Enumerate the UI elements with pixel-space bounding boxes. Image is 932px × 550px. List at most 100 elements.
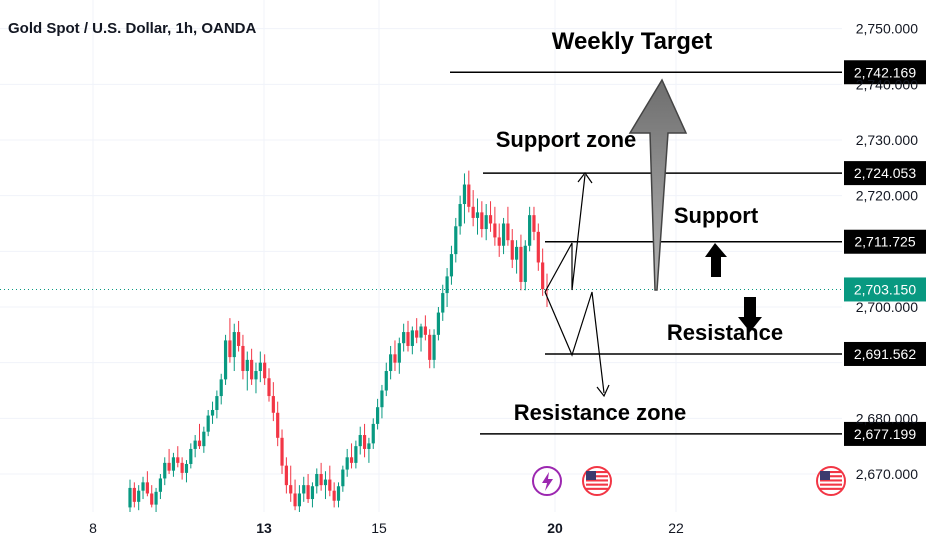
price-label-text: 2,742.169 (854, 64, 916, 80)
candle-body (293, 493, 297, 507)
candle-body (215, 396, 219, 410)
x-tick-label: 15 (371, 520, 387, 536)
candle-body (428, 334, 432, 360)
candle-body (419, 326, 423, 338)
candle-body (484, 215, 488, 230)
candle-body (493, 223, 497, 238)
candle-body (510, 240, 514, 260)
candle-body (519, 246, 523, 282)
candle-body (228, 340, 232, 358)
weekly-target-arrow-icon (628, 78, 688, 291)
candle-body (245, 359, 249, 372)
candle-body (267, 378, 271, 397)
candle-body (471, 206, 475, 218)
bullish-path-arrowhead (577, 171, 593, 184)
candle-body (523, 245, 527, 282)
candle-body (219, 379, 223, 397)
price-label-text: 2,691.562 (854, 346, 916, 362)
candle-body (154, 491, 158, 505)
event-icons (532, 466, 846, 496)
candle-body (367, 443, 371, 449)
price-label-text: 2,711.725 (854, 234, 915, 250)
flag-stripe (820, 471, 842, 474)
y-tick-label: 2,670.000 (856, 466, 918, 482)
candle-body (441, 293, 445, 313)
flag-canton (586, 471, 596, 480)
lightning-event-icon[interactable] (532, 466, 562, 496)
resistance-down-arrow-icon (738, 297, 762, 332)
candle-body (210, 409, 215, 416)
candle-body (241, 345, 245, 372)
candle-body (432, 334, 436, 360)
candle-body (145, 482, 149, 494)
candle-body (514, 246, 519, 260)
candle-body (410, 330, 414, 346)
y-tick-label: 2,720.000 (856, 188, 918, 204)
candle-body (449, 254, 454, 277)
price-label-text: 2,724.053 (854, 165, 916, 181)
us-flag-event-icon[interactable] (582, 466, 612, 496)
price-label-text: 2,677.199 (854, 426, 916, 442)
candle-body (384, 371, 388, 391)
flag-canton (820, 471, 830, 480)
candle-body (280, 437, 284, 466)
candle-body (475, 212, 480, 218)
candle-body (315, 474, 319, 487)
drawings (544, 78, 762, 398)
candle-body (223, 340, 228, 380)
candle-body (271, 396, 275, 413)
flag-stripe (820, 475, 842, 478)
y-tick-label: 2,740.000 (856, 76, 918, 92)
candle-body (258, 362, 262, 372)
candle-body (180, 462, 184, 473)
candle-body (184, 463, 189, 473)
current-price-label-bg (844, 277, 926, 302)
candle-body (393, 354, 397, 363)
price-label-bg (844, 341, 926, 366)
support-up-arrow-icon (705, 243, 727, 277)
candles (128, 170, 549, 512)
current-price-label-text: 2,703.150 (854, 281, 916, 297)
us-flag-event-icon[interactable] (816, 466, 846, 496)
candle-body (371, 423, 375, 444)
time-axis: 8 13 15 20 22 (89, 520, 684, 536)
candle-body (406, 332, 410, 346)
price-axis: 2,750.000 2,740.000 2,730.000 2,720.000 2,70… (856, 21, 918, 482)
y-tick-label: 2,750.000 (856, 21, 918, 37)
candle-body (132, 487, 136, 502)
price-levels: 2,703.150 2,742.169 2,724.053 2,711.725 2,69… (0, 60, 926, 446)
candle-body (532, 215, 536, 232)
candle-body (232, 332, 236, 358)
candle-body (541, 262, 545, 290)
chart-title: Gold Spot / U.S. Dollar, 1h, OANDA (8, 20, 257, 37)
candle-body (358, 435, 362, 447)
candle-body (263, 362, 267, 379)
candle-body (193, 440, 197, 449)
candle-body (163, 462, 167, 479)
candle-body (375, 407, 380, 424)
candle-body (445, 276, 449, 294)
candle-body (306, 485, 310, 500)
candle-body (397, 343, 401, 363)
bullish-path-line (544, 174, 586, 293)
flag-stripe (820, 483, 842, 486)
candle-body (297, 493, 302, 507)
annotation-weekly-target: Weekly Target (551, 28, 713, 55)
candle-body (254, 371, 258, 380)
candle-body (137, 490, 141, 502)
candle-body (141, 482, 145, 491)
candle-body (336, 486, 341, 501)
price-label: 2,724.053 (844, 161, 926, 186)
candle-body (488, 215, 493, 224)
candle-body (171, 457, 176, 471)
price-label: 2,742.169 (844, 60, 926, 85)
bearish-path-line (544, 291, 605, 394)
x-tick-label: 13 (256, 520, 272, 536)
candle-body (415, 330, 419, 338)
candle-body (467, 184, 471, 207)
x-tick-label: 22 (668, 520, 684, 536)
candle-body (389, 354, 393, 372)
candle-body (454, 226, 458, 255)
candle-body (436, 312, 441, 335)
